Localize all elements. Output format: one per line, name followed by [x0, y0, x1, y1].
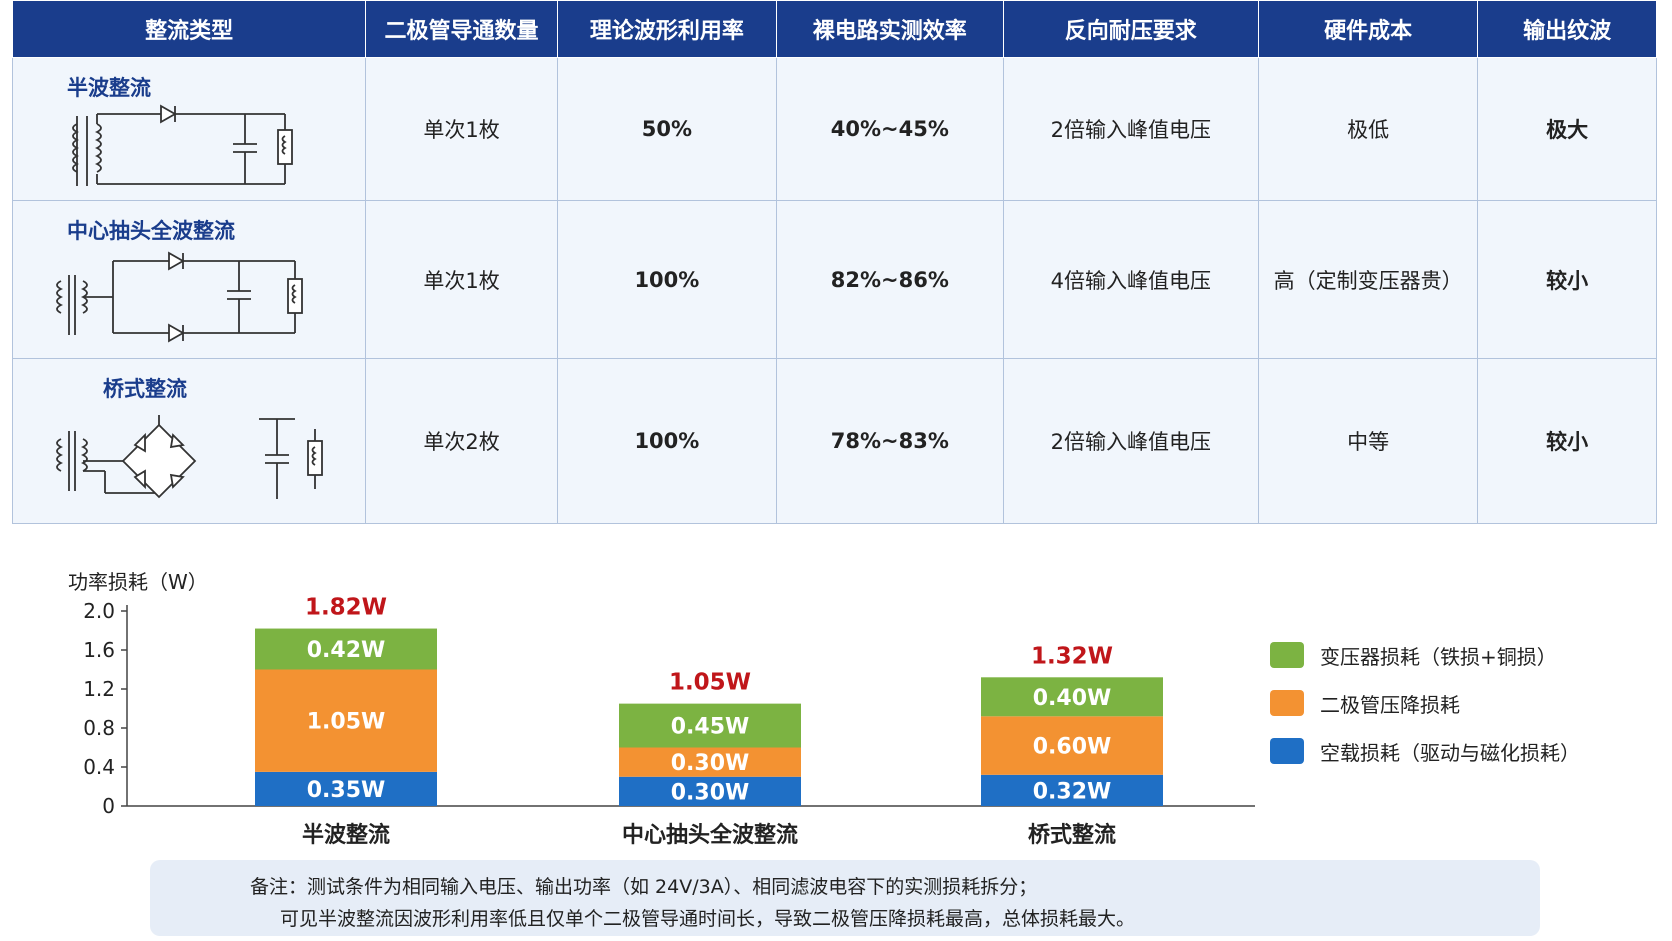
bar-segment: [619, 776, 801, 806]
type-cell: 桥式整流: [11, 358, 367, 524]
type-name: 半波整流: [67, 76, 151, 100]
bar-segment: [981, 716, 1163, 775]
y-tick-label: 1.2: [83, 677, 115, 701]
x-category-label: 中心抽头全波整流: [622, 822, 798, 848]
cost-cell: 高（定制变压器贵）: [1257, 200, 1479, 359]
y-tick-label: 0: [102, 794, 115, 818]
bar-segment-label: 0.60W: [1033, 735, 1112, 760]
header-cost: 硬件成本: [1257, 0, 1479, 58]
ripple-cell: 较小: [1477, 358, 1657, 524]
bar-segment-label: 0.35W: [307, 778, 386, 803]
legend-swatch: [1270, 690, 1304, 716]
efficiency-cell: 78%~83%: [775, 358, 1004, 524]
bar-segment: [255, 771, 437, 806]
legend-label: 二极管压降损耗: [1320, 692, 1460, 717]
bar-segment-label: 0.30W: [671, 751, 750, 776]
bar-segment-label: 0.32W: [1033, 779, 1112, 804]
reverse-voltage-cell: 4倍输入峰值电压: [1002, 200, 1260, 359]
bar-segment: [981, 774, 1163, 806]
note-line-2: 可见半波整流因波形利用率低且仅单个二极管导通时间长，导致二极管压降损耗最高，总体…: [280, 908, 1136, 930]
table-row: 中心抽头全波整流: [11, 200, 1657, 359]
cost-cell: 极低: [1257, 57, 1479, 201]
legend-label: 变压器损耗（铁损+铜损）: [1320, 644, 1557, 669]
y-tick-label: 0.8: [83, 716, 115, 740]
table-header-row: 整流类型 二极管导通数量 理论波形利用率 裸电路实测效率 反向耐压要求 硬件成本…: [11, 0, 1657, 58]
legend-item-diode: 二极管压降损耗: [1270, 688, 1460, 718]
header-diodes: 二极管导通数量: [365, 0, 558, 58]
x-category-label: 半波整流: [302, 822, 390, 848]
header-utilization: 理论波形利用率: [556, 0, 777, 58]
note-box: 备注：测试条件为相同输入电压、输出功率（如 24V/3A）、相同滤波电容下的实测…: [150, 860, 1540, 936]
bar-segment: [255, 669, 437, 772]
table-row: 半波整流 单次1枚 50%: [11, 57, 1657, 201]
header-efficiency: 裸电路实测效率: [775, 0, 1004, 58]
type-cell: 半波整流: [11, 57, 367, 201]
header-type: 整流类型: [11, 0, 367, 58]
legend-item-transformer: 变压器损耗（铁损+铜损）: [1270, 640, 1557, 670]
legend-item-noload: 空载损耗（驱动与磁化损耗）: [1270, 736, 1580, 766]
bar-segment: [981, 677, 1163, 717]
ripple-cell: 较小: [1477, 200, 1657, 359]
utilization-cell: 50%: [556, 57, 777, 201]
diodes-cell: 单次1枚: [365, 57, 558, 201]
reverse-voltage-cell: 2倍输入峰值电压: [1002, 57, 1260, 201]
comparison-table: 整流类型 二极管导通数量 理论波形利用率 裸电路实测效率 反向耐压要求 硬件成本…: [11, 0, 1657, 524]
bar-total-label: 1.32W: [1031, 643, 1113, 669]
legend-swatch: [1270, 738, 1304, 764]
bar-segment: [255, 628, 437, 670]
type-name: 桥式整流: [103, 377, 187, 401]
type-name: 中心抽头全波整流: [67, 219, 235, 243]
diodes-cell: 单次1枚: [365, 200, 558, 359]
type-cell: 中心抽头全波整流: [11, 200, 367, 359]
ripple-cell: 极大: [1477, 57, 1657, 201]
cost-cell: 中等: [1257, 358, 1479, 524]
table-row: 桥式整流: [11, 358, 1657, 524]
y-tick-label: 1.6: [83, 638, 115, 662]
x-category-label: 桥式整流: [1028, 822, 1116, 848]
half-wave-circuit-diagram: [72, 104, 293, 186]
center-tap-circuit-diagram: [56, 251, 303, 343]
bar-segment: [619, 747, 801, 777]
bar-segment-label: 0.42W: [307, 638, 386, 663]
bridge-circuit-diagram: [56, 415, 323, 499]
y-tick-label: 0.4: [83, 755, 115, 779]
diodes-cell: 单次2枚: [365, 358, 558, 524]
efficiency-cell: 82%~86%: [775, 200, 1004, 359]
bar-total-label: 1.05W: [669, 670, 751, 696]
utilization-cell: 100%: [556, 358, 777, 524]
y-tick-label: 2.0: [83, 599, 115, 623]
legend-swatch: [1270, 642, 1304, 668]
note-line-1: 备注：测试条件为相同输入电压、输出功率（如 24V/3A）、相同滤波电容下的实测…: [250, 876, 1038, 898]
bar-segment-label: 0.30W: [671, 780, 750, 805]
header-ripple: 输出纹波: [1477, 0, 1657, 58]
y-axis-title: 功率损耗（W）: [68, 570, 208, 594]
legend-label: 空载损耗（驱动与磁化损耗）: [1320, 740, 1580, 765]
bar-segment-label: 1.05W: [307, 710, 386, 735]
efficiency-cell: 40%~45%: [775, 57, 1004, 201]
header-reverse-voltage: 反向耐压要求: [1002, 0, 1260, 58]
bar-segment: [619, 703, 801, 748]
power-loss-chart: 功率损耗（W） 0 0.4 0.8 1.2 1.6 2.0 0.35W 1.05W 0.42W 1.…: [68, 570, 1255, 848]
bar-segment-label: 0.40W: [1033, 686, 1112, 711]
bar-segment-label: 0.45W: [671, 715, 750, 740]
utilization-cell: 100%: [556, 200, 777, 359]
reverse-voltage-cell: 2倍输入峰值电压: [1002, 358, 1260, 524]
bar-total-label: 1.82W: [305, 595, 387, 621]
